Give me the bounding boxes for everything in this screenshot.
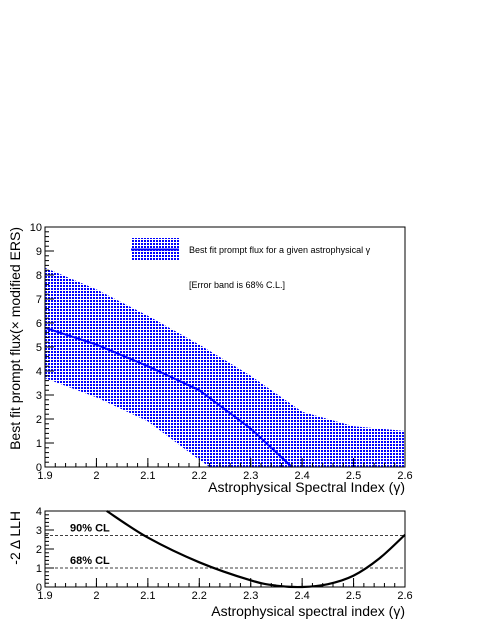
y-tick-label: 10 — [30, 222, 42, 234]
y-tick-label: 8 — [36, 270, 42, 282]
x-tick-label: 2 — [93, 470, 99, 482]
x-tick-label: 2.4 — [294, 590, 309, 602]
y-axis-ticks: 0 1 2 3 4 — [36, 506, 54, 594]
y-tick-label: 6 — [36, 318, 42, 330]
cl-label: 68% CL — [70, 555, 110, 567]
x-tick-label: 2.3 — [243, 470, 258, 482]
y-tick-label: 1 — [36, 438, 42, 450]
y-tick-label: 4 — [36, 506, 42, 518]
x-tick-label: 2.1 — [140, 590, 155, 602]
y-tick-label: 7 — [36, 294, 42, 306]
x-tick-label: 2 — [93, 590, 99, 602]
y-axis-ticks: 0 1 2 3 4 5 6 7 8 9 10 — [30, 222, 54, 474]
x-axis-ticks: 1.9 2 2.1 2.2 2.3 2.4 2.5 2.6 — [37, 578, 413, 602]
llh-curve — [106, 510, 406, 589]
y-tick-label: 5 — [36, 342, 42, 354]
x-tick-label: 1.9 — [37, 470, 52, 482]
legend-note: [Error band is 68% C.L.] — [189, 280, 285, 290]
legend-entry: Best fit prompt flux for a given astroph… — [189, 245, 371, 255]
x-tick-label: 1.9 — [37, 590, 52, 602]
best-fit-line — [44, 326, 293, 468]
x-axis-title: Astrophysical Spectral Index (γ) — [208, 479, 405, 495]
flux-panel: 1.9 2 2.1 2.2 2.3 2.4 2.5 2.6 0 1 2 3 4 5 6 7 8 9 10 Best… — [7, 222, 413, 495]
y-tick-label: 2 — [36, 544, 42, 556]
x-tick-label: 2.6 — [397, 590, 412, 602]
x-tick-label: 2.2 — [192, 590, 207, 602]
cl-reference-lines: 90% CL 68% CL — [45, 523, 405, 569]
x-tick-label: 2.3 — [243, 590, 258, 602]
y-tick-label: 2 — [36, 414, 42, 426]
y-tick-label: 4 — [36, 366, 42, 378]
error-band-68cl — [45, 267, 405, 467]
y-tick-label: 1 — [36, 563, 42, 575]
legend: Best fit prompt flux for a given astroph… — [131, 238, 371, 290]
cl-label: 90% CL — [70, 523, 110, 535]
x-axis-title: Astrophysical spectral index (γ) — [211, 603, 405, 619]
y-axis-title: Best fit prompt flux(× modified ERS) — [7, 227, 23, 450]
x-tick-label: 2.2 — [192, 470, 207, 482]
x-tick-label: 2.6 — [397, 470, 412, 482]
x-tick-label: 2.5 — [346, 470, 361, 482]
y-tick-label: 0 — [36, 462, 42, 474]
x-tick-label: 2.5 — [346, 590, 361, 602]
y-tick-label: 9 — [36, 246, 42, 258]
y-axis-title: -2 Δ LLH — [7, 511, 23, 565]
x-tick-label: 2.1 — [140, 470, 155, 482]
y-tick-label: 3 — [36, 390, 42, 402]
x-tick-label: 2.4 — [294, 470, 309, 482]
y-tick-label: 3 — [36, 525, 42, 537]
llh-panel: 90% CL 68% CL 1.9 2 2.1 2.2 2.3 2.4 2.5 2.6 0 1 2 3… — [7, 506, 413, 619]
y-tick-label: 0 — [36, 582, 42, 594]
